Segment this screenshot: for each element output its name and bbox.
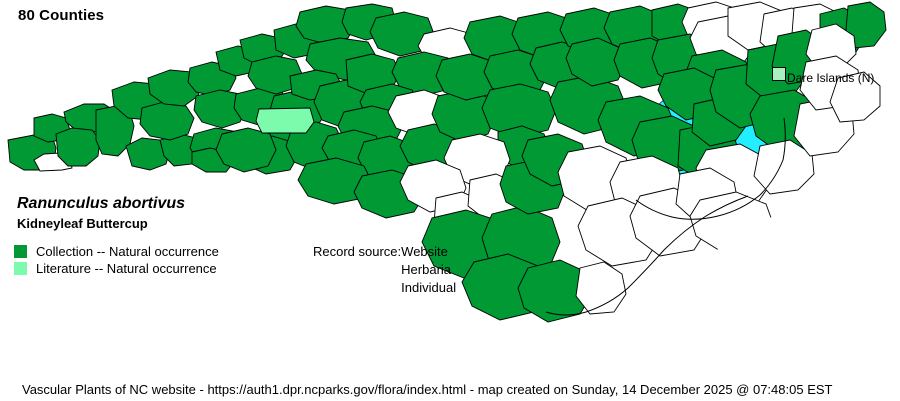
county-pamlico[interactable] (753, 139, 815, 195)
legend-label-collection: Collection -- Natural occurrence (36, 244, 219, 259)
record-source-item-herbaria: Herbaria (401, 262, 452, 277)
county-mcdowell[interactable] (193, 89, 247, 129)
legend-swatch-literature (14, 262, 27, 275)
county-count-title: 80 Counties (18, 7, 105, 24)
dare-islands-marker[interactable] (772, 67, 786, 81)
legend-label-literature: Literature -- Natural occurrence (36, 261, 217, 276)
county-group-west[interactable] (7, 1, 887, 323)
species-block: Ranunculus abortivus Kidneyleaf Buttercu… (17, 194, 185, 232)
county-chatham[interactable] (481, 83, 557, 139)
atlantic-ocean-blank (560, 200, 900, 401)
record-source-label: Record source: (313, 244, 402, 259)
county-dare[interactable] (829, 71, 881, 123)
footer-attribution: Vascular Plants of NC website - https://… (22, 382, 833, 397)
species-common-name: Kidneyleaf Buttercup (17, 216, 148, 231)
southeast-coast-outline (545, 195, 749, 316)
county-ashe[interactable] (295, 5, 357, 45)
legend-item-collection: Collection -- Natural occurrence (14, 243, 219, 260)
species-scientific-name: Ranunculus abortivus (17, 195, 186, 212)
legend-item-literature: Literature -- Natural occurrence (14, 260, 219, 277)
record-source-values: Website Herbaria Individual (401, 243, 456, 297)
record-source-block: Record source: Website Herbaria Individu… (313, 243, 456, 297)
dare-islands-label: Dare Islands (N) (787, 71, 875, 85)
county-new-hanover[interactable] (575, 261, 627, 315)
county-chowan-perquimans[interactable] (805, 23, 857, 71)
record-source-item-individual: Individual (401, 280, 457, 295)
outer-banks-outline (635, 117, 786, 220)
record-source-item-website: Website (401, 244, 448, 259)
county-macon[interactable] (55, 127, 101, 167)
legend: Collection -- Natural occurrence Literat… (14, 243, 219, 277)
county-durham[interactable] (565, 37, 627, 87)
legend-swatch-collection (14, 245, 27, 258)
county-cleveland[interactable] (215, 127, 277, 173)
county-literature-occurrence[interactable] (255, 107, 315, 134)
county-buncombe[interactable] (139, 101, 195, 141)
ocean-mask (560, 200, 900, 401)
literature-counties[interactable] (255, 107, 315, 134)
coastline-outline (545, 117, 786, 316)
